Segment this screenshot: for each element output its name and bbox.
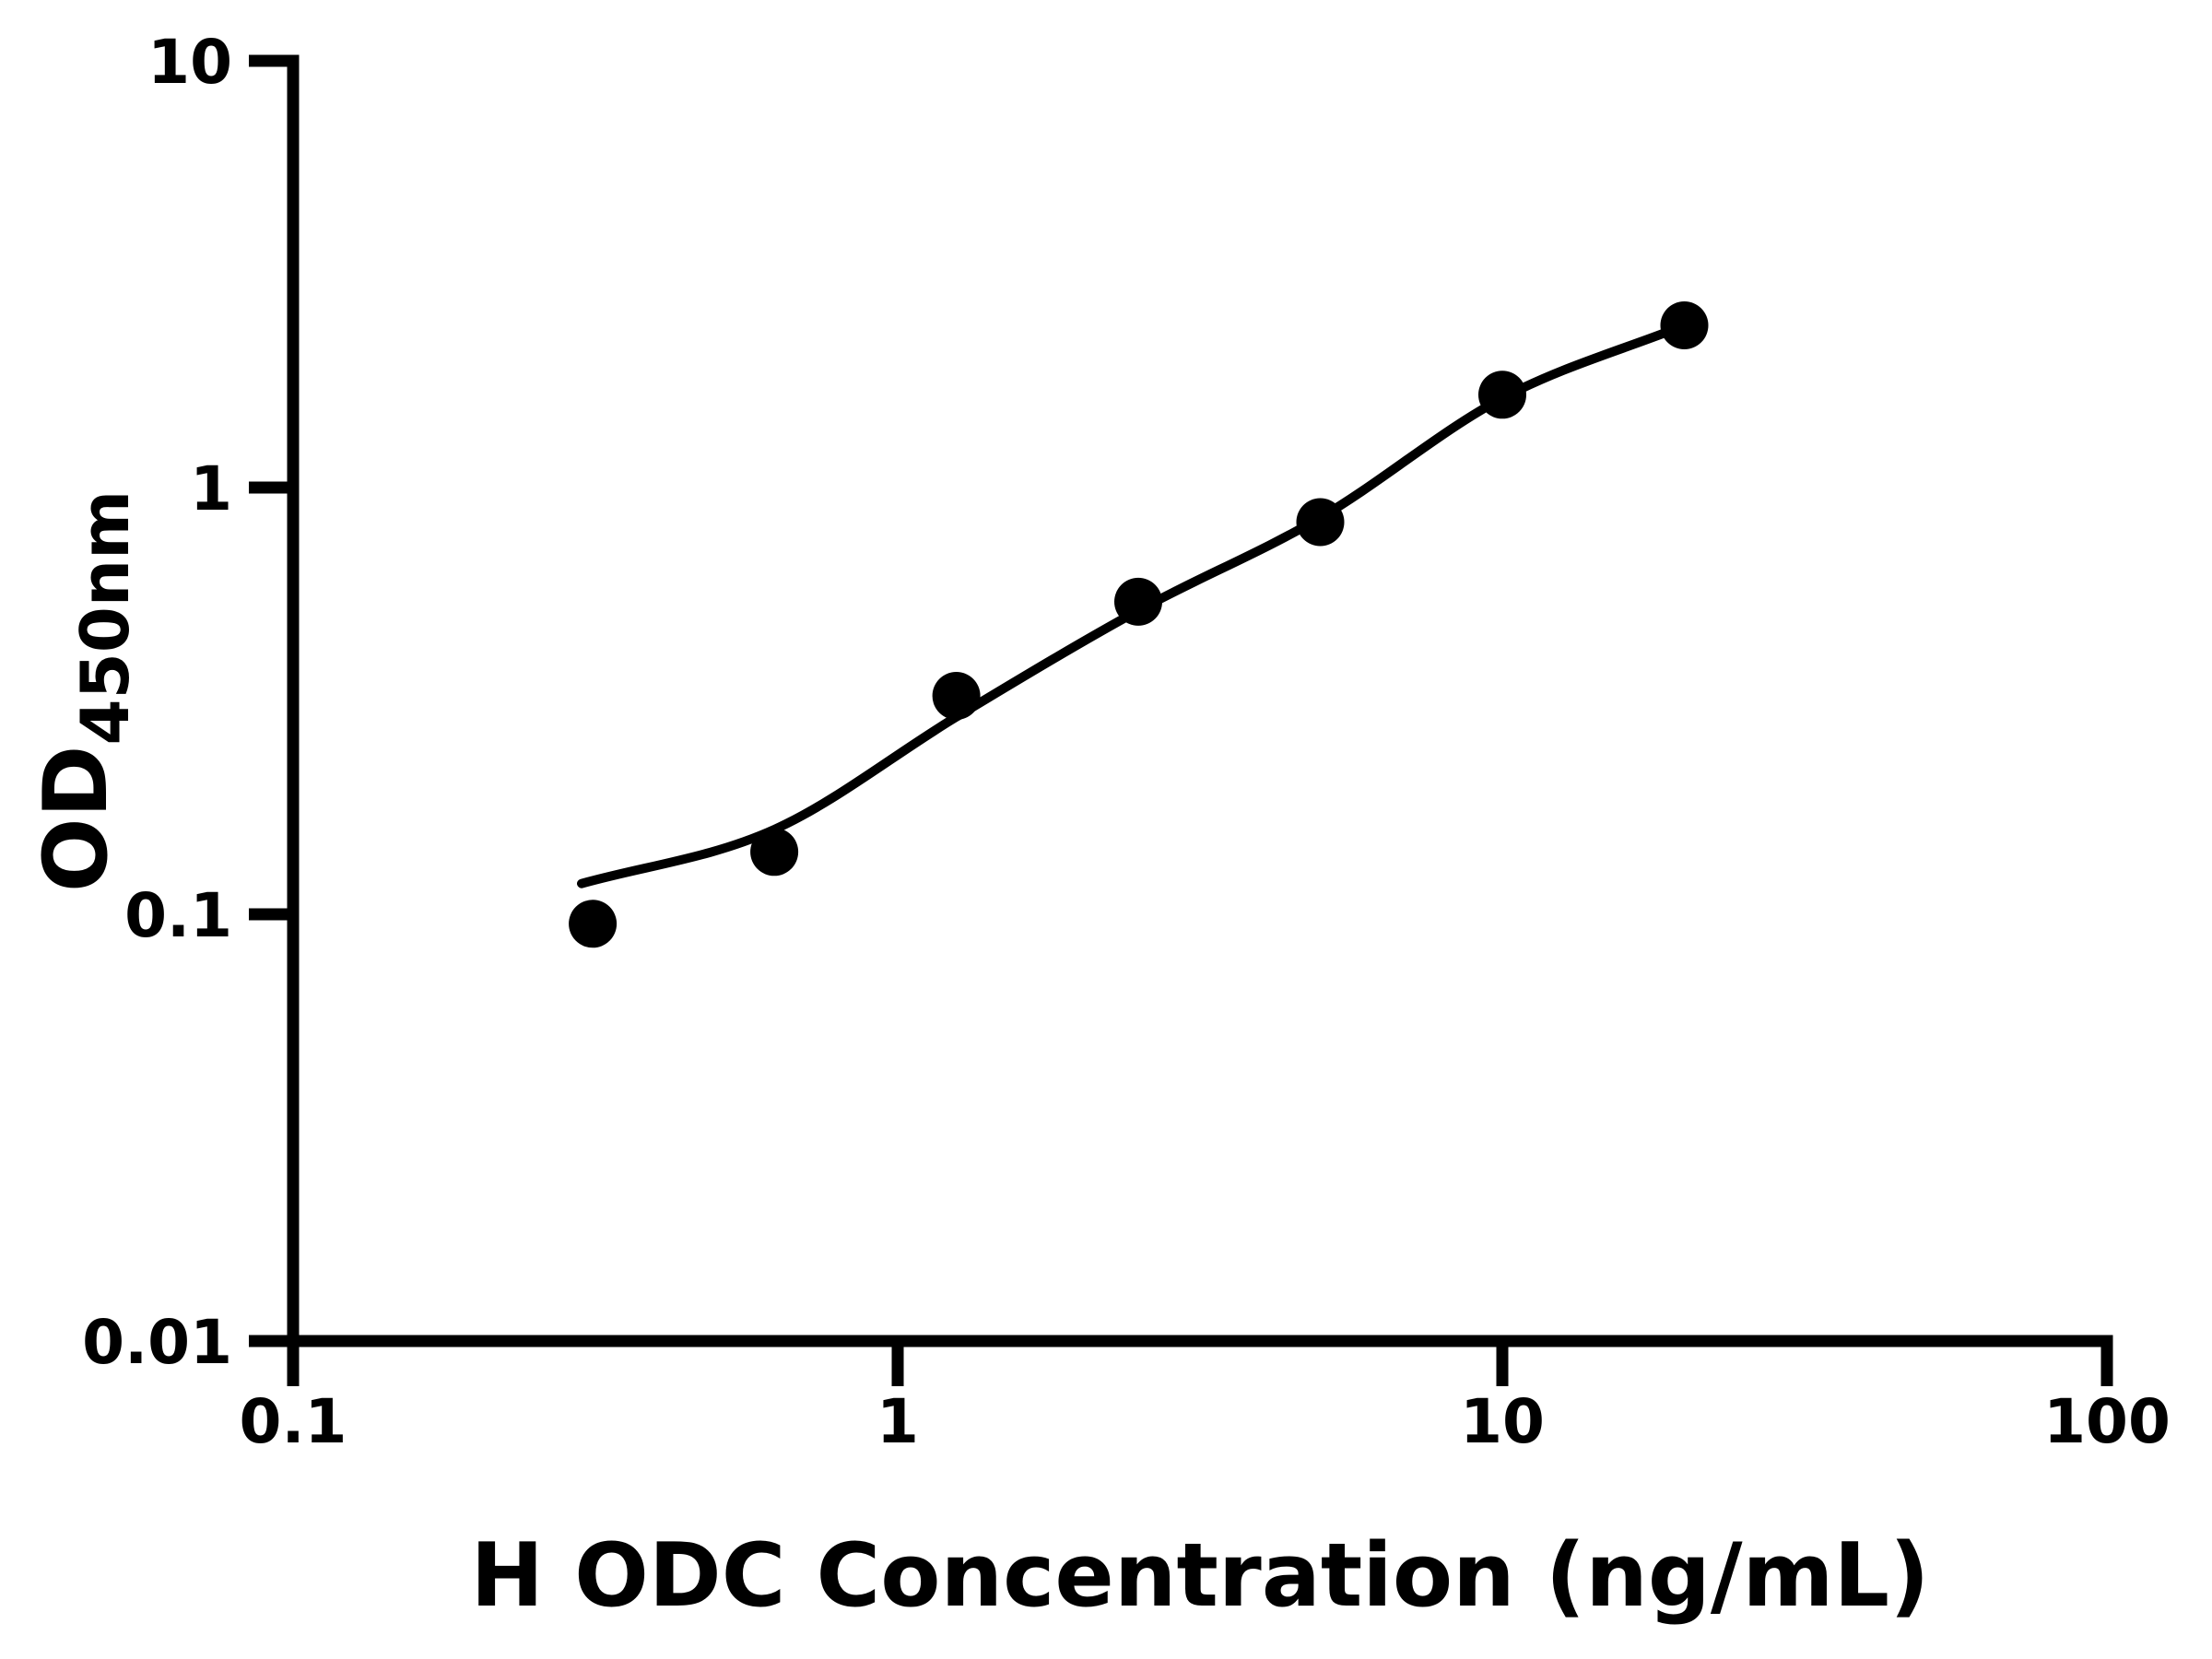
x-ticks xyxy=(287,1341,2113,1386)
y-axis-title-subscript: 450nm xyxy=(66,490,144,746)
data-point xyxy=(569,900,618,948)
x-axis-title: H ODC Concentration (ng/mL) xyxy=(471,1525,1930,1627)
x-tick-label: 0.1 xyxy=(240,1386,347,1457)
x-axis: 0.1 1 10 100 xyxy=(240,1335,2171,1457)
data-point xyxy=(932,672,981,720)
y-tick-labels: 0.01 0.1 1 10 xyxy=(82,27,232,1378)
data-point xyxy=(1660,301,1709,349)
x-tick-label: 10 xyxy=(1460,1386,1545,1457)
y-tick-label: 1 xyxy=(190,453,232,524)
x-tick-label: 1 xyxy=(877,1386,919,1457)
x-tick-labels: 0.1 1 10 100 xyxy=(240,1386,2171,1457)
y-axis: 0.01 0.1 1 10 xyxy=(82,27,300,1378)
data-point xyxy=(1114,577,1162,626)
data-point xyxy=(1296,498,1345,547)
y-axis-title-main: OD xyxy=(26,745,127,892)
data-point xyxy=(750,828,799,877)
y-axis-title: OD450nm xyxy=(26,490,144,892)
y-ticks xyxy=(249,54,293,1347)
y-tick-label: 10 xyxy=(147,27,232,98)
y-tick-label: 0.01 xyxy=(82,1307,232,1378)
x-tick-label: 100 xyxy=(2043,1386,2171,1457)
y-tick-label: 0.1 xyxy=(124,880,232,951)
data-points xyxy=(569,301,1709,948)
data-point xyxy=(1478,371,1526,419)
